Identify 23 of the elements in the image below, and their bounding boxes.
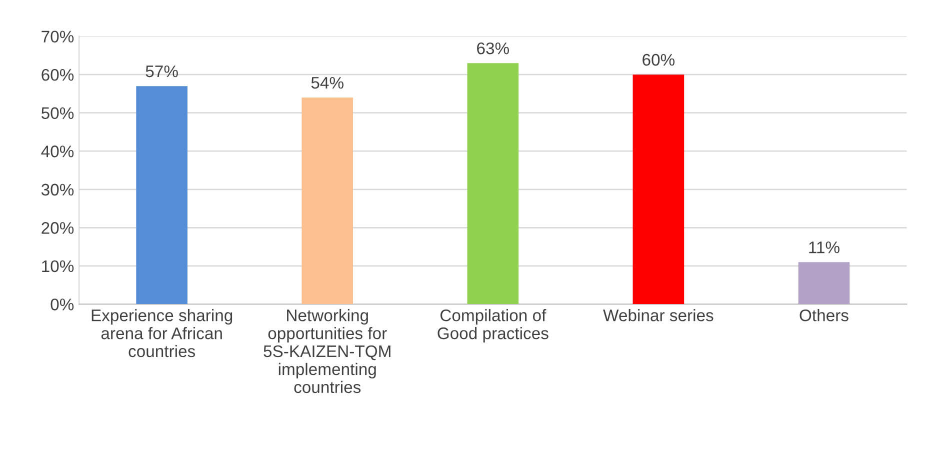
- data-label: 63%: [477, 42, 509, 54]
- x-tick-label: Webinar series: [603, 309, 714, 322]
- y-tick-label: 30%: [41, 184, 74, 196]
- data-label: 57%: [146, 65, 178, 78]
- y-tick-label: 70%: [42, 30, 74, 43]
- y-tick-label: 0%: [50, 298, 74, 310]
- bar: [136, 86, 188, 304]
- y-tick-label: 40%: [41, 146, 74, 158]
- data-label: 11%: [809, 242, 840, 254]
- y-tick-label: 20%: [42, 222, 74, 234]
- y-tick-label: 10%: [42, 260, 74, 272]
- bar: [302, 98, 354, 304]
- x-tick-label: Experience sharing arena for African countries: [92, 309, 232, 358]
- data-label: 54%: [311, 76, 344, 89]
- x-tick-label: Compilation of Good practices: [438, 309, 548, 343]
- bar: [467, 63, 519, 304]
- x-tick-label: Networking opportunities for 5S-KAIZEN-TQM implementing countries: [264, 309, 390, 394]
- x-tick-label: Others: [800, 309, 848, 322]
- bar: [798, 262, 850, 304]
- bar: [632, 74, 684, 304]
- y-tick-label: 50%: [42, 107, 74, 120]
- data-label: 60%: [642, 54, 675, 66]
- y-tick-label: 60%: [42, 68, 74, 81]
